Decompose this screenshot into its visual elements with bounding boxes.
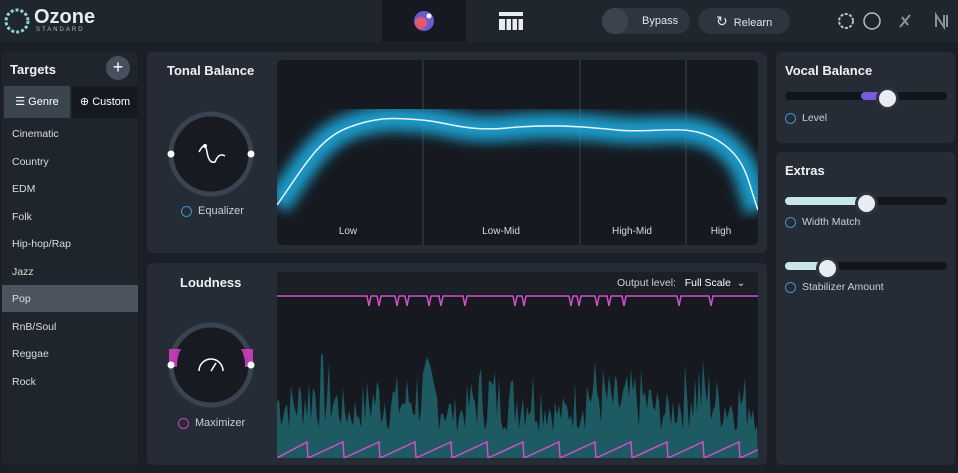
band-label: Low <box>339 226 358 237</box>
band-label: High-Mid <box>612 226 652 237</box>
genre-item[interactable]: Country <box>12 155 49 168</box>
vocal-balance-panel: Vocal Balance Level <box>776 52 955 143</box>
band-label: Low-Mid <box>482 226 520 237</box>
genre-item[interactable]: Jazz <box>12 265 34 278</box>
tonal-graph: Low Low-Mid High-Mid High <box>277 60 758 245</box>
band-label: High <box>711 226 732 237</box>
relearn-label: Relearn <box>733 17 773 29</box>
extras-panel: Extras Width Match Stabilizer Amount <box>776 152 955 465</box>
selected-row <box>2 285 138 312</box>
extras-title: Extras <box>785 163 825 178</box>
output-value: Full Scale <box>684 277 731 289</box>
stabilizer-knob[interactable] <box>816 257 839 280</box>
gain-line <box>277 295 758 307</box>
relearn-button[interactable]: ↻ Relearn <box>698 8 790 34</box>
width-fill <box>785 197 865 205</box>
equalizer-label: Equalizer <box>181 205 244 217</box>
waveform <box>277 353 758 458</box>
genre-item[interactable]: RnB/Soul <box>12 320 57 333</box>
modules-icon[interactable] <box>499 12 523 30</box>
width-label: Width Match <box>785 216 860 228</box>
reduction-line <box>277 440 758 458</box>
width-knob[interactable] <box>855 192 878 215</box>
level-knob[interactable] <box>876 87 899 110</box>
add-button[interactable]: + <box>106 56 130 80</box>
tonal-title: Tonal Balance <box>167 63 255 78</box>
output-label: Output level: <box>617 277 676 289</box>
genre-item[interactable]: Pop <box>12 293 31 305</box>
genre-tab[interactable]: ☰ Genre <box>4 86 70 118</box>
equalizer-knob[interactable] <box>167 110 257 200</box>
level-text: Level <box>802 112 828 124</box>
top-bar <box>0 0 958 42</box>
stabilizer-fill <box>785 262 827 270</box>
loudness-title: Loudness <box>180 275 242 290</box>
output-level[interactable]: Output level: Full Scale ⌄ <box>617 277 746 289</box>
custom-tab[interactable]: ⊕ Custom <box>72 86 138 118</box>
header-icons[interactable] <box>836 11 956 31</box>
logo: Ozone <box>34 6 96 28</box>
genre-item[interactable]: Cinematic <box>12 128 59 140</box>
assistant-icon <box>414 11 434 31</box>
logo-icon <box>4 8 30 34</box>
bypass-label: Bypass <box>642 15 679 27</box>
genre-item[interactable]: Rock <box>12 375 36 388</box>
graph-header <box>277 272 758 294</box>
level-fill <box>861 92 885 100</box>
bypass-button[interactable]: Bypass <box>602 8 690 34</box>
custom-tab-label: Custom <box>92 96 131 108</box>
edition: STANDARD <box>36 27 85 33</box>
tonal-balance-panel: Tonal Balance Equalizer Low Low-Mid High… <box>147 52 767 253</box>
targets-title: Targets <box>10 62 56 77</box>
targets-panel: Targets + ☰ Genre ⊕ Custom Cinematic Coun… <box>2 52 138 465</box>
maximizer-label: Maximizer <box>178 417 245 429</box>
loudness-graph <box>277 272 758 458</box>
genre-item[interactable]: Hip-hop/Rap <box>12 238 71 250</box>
genre-item[interactable]: Folk <box>12 210 32 223</box>
level-label: Level <box>785 112 827 124</box>
stabilizer-slider[interactable] <box>785 262 947 270</box>
vocal-title: Vocal Balance <box>785 63 873 78</box>
loudness-panel: Loudness Maximizer Output level: Full Sc… <box>147 263 767 465</box>
genre-item[interactable]: Reggae <box>12 348 49 360</box>
width-text: Width Match <box>802 216 861 228</box>
maximizer-text: Maximizer <box>195 417 246 429</box>
genre-item[interactable]: EDM <box>12 183 36 195</box>
equalizer-text: Equalizer <box>198 205 244 217</box>
stabilizer-label: Stabilizer Amount <box>785 281 884 293</box>
stabilizer-text: Stabilizer Amount <box>802 281 884 293</box>
maximizer-knob[interactable] <box>167 321 257 411</box>
genre-tab-label: Genre <box>28 96 59 108</box>
